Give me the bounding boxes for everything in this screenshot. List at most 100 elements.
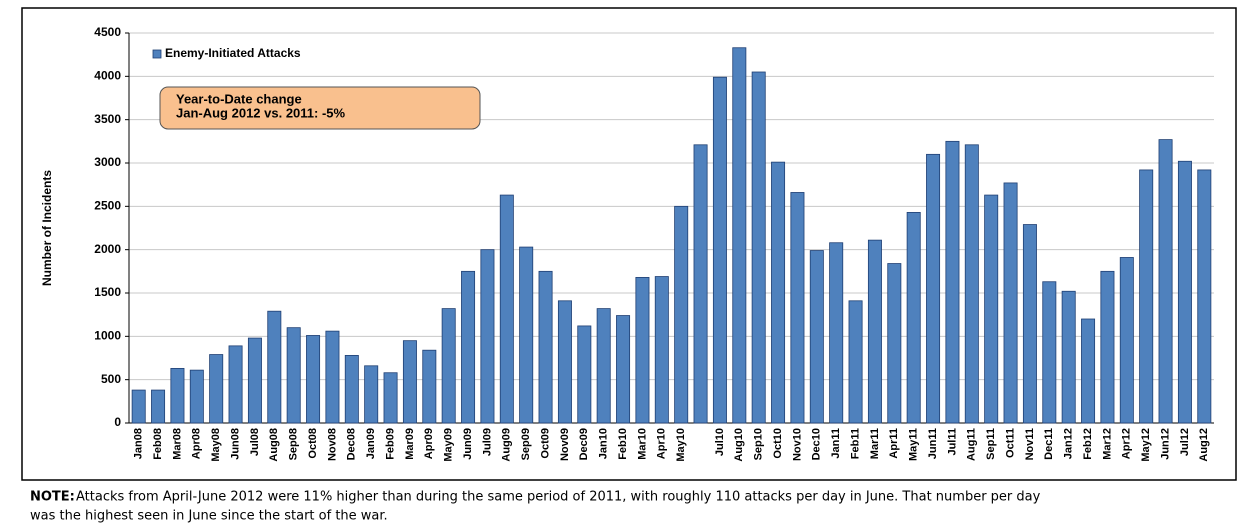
x-tick-label: Aug10: [733, 428, 745, 462]
bar: [538, 270, 553, 424]
bar: [499, 194, 514, 424]
bar: [461, 270, 476, 424]
bar: [247, 337, 262, 424]
bar: [441, 308, 456, 424]
x-tick-label: Oct11: [1004, 428, 1016, 458]
x-tick-label: Nov09: [559, 428, 571, 461]
x-tick-label: Feb12: [1082, 428, 1094, 460]
bar: [790, 192, 805, 424]
bar: [364, 365, 379, 424]
x-tick-label: Mar09: [404, 428, 416, 460]
x-tick-label: Aug08: [268, 428, 280, 462]
bar: [1158, 139, 1173, 424]
x-tick-label: Jul09: [481, 428, 493, 456]
bar: [945, 140, 960, 424]
y-tick-label: 3000: [94, 155, 121, 169]
y-tick-label: 1000: [94, 329, 121, 343]
bar: [887, 263, 902, 424]
y-tick-label: 0: [114, 415, 121, 429]
bar: [751, 71, 766, 424]
bar: [1081, 318, 1096, 424]
bar: [596, 308, 611, 424]
note-label: NOTE:: [30, 490, 75, 505]
x-tick-label: Feb09: [384, 428, 396, 460]
y-axis-label: Number of Incidents: [40, 170, 54, 286]
bar: [577, 325, 592, 424]
legend-swatch: [152, 49, 162, 59]
annotation-text: Jan-Aug 2012 vs. 2011: -5%: [176, 105, 346, 120]
x-tick-label: Apr12: [1121, 428, 1133, 459]
x-tick-label: Sep09: [520, 428, 532, 460]
x-tick-label: Feb11: [849, 428, 861, 459]
bar: [480, 249, 495, 424]
x-tick-label: Jul12: [1179, 428, 1191, 456]
x-tick-label: Aug09: [501, 428, 513, 462]
x-tick-label: Sep11: [985, 428, 997, 460]
note-text: Attacks from April-June 2012 were 11% hi…: [76, 490, 1041, 505]
x-tick-label: Jan09: [365, 428, 377, 459]
y-tick-label: 3500: [94, 112, 121, 126]
bar: [732, 47, 747, 424]
x-tick-label: Mar11: [869, 428, 881, 459]
y-tick-label: 1500: [94, 285, 121, 299]
x-tick-label: Sep10: [753, 428, 765, 460]
bar: [926, 153, 941, 424]
y-tick-label: 4500: [94, 25, 121, 39]
x-tick-label: Jun12: [1159, 428, 1171, 460]
annotation-text: Year-to-Date change: [176, 91, 302, 106]
bar: [267, 310, 282, 424]
legend-label: Enemy-Initiated Attacks: [165, 46, 301, 60]
y-tick-label: 500: [101, 372, 121, 386]
x-tick-label: Mar10: [636, 428, 648, 460]
x-tick-label: Oct10: [772, 428, 784, 459]
x-tick-label: Jul11: [946, 428, 958, 456]
x-tick-label: Dec10: [811, 428, 823, 460]
x-tick-label: Aug11: [966, 428, 978, 461]
bar: [906, 211, 921, 424]
x-tick-label: May12: [1140, 428, 1152, 462]
x-tick-label: Jul08: [249, 428, 261, 456]
bar: [1119, 257, 1134, 424]
x-tick-label: May11: [908, 428, 920, 461]
bar: [209, 354, 224, 424]
bar: [654, 276, 669, 424]
x-tick-label: Nov11: [1024, 428, 1036, 460]
x-tick-label: Jun08: [229, 428, 241, 460]
annotation-box: [159, 86, 481, 130]
bar: [829, 242, 844, 424]
bar: [674, 205, 689, 424]
bar: [867, 239, 882, 424]
bar: [1139, 169, 1154, 424]
bar: [131, 389, 146, 424]
x-tick-label: Oct09: [539, 428, 551, 459]
x-tick-label: Dec11: [1043, 428, 1055, 460]
bar: [151, 389, 166, 424]
y-tick-label: 4000: [94, 69, 121, 83]
bar: [964, 144, 979, 424]
bar: [616, 315, 631, 424]
bar: [189, 369, 204, 424]
x-tick-label: Jan10: [598, 428, 610, 459]
x-tick-label: Nov10: [791, 428, 803, 461]
x-tick-label: Jul10: [714, 428, 726, 456]
y-tick-label: 2000: [94, 242, 121, 256]
x-tick-label: Dec09: [578, 428, 590, 460]
x-tick-label: Mar12: [1101, 428, 1113, 460]
bar: [771, 161, 786, 424]
x-tick-label: Mar08: [171, 428, 183, 460]
bar: [809, 250, 824, 424]
x-tick-label: Dec08: [346, 428, 358, 460]
note-text: was the highest seen in June since the s…: [30, 509, 388, 524]
bar: [344, 354, 359, 424]
x-tick-label: Oct08: [307, 428, 319, 459]
bar: [1022, 224, 1037, 424]
bar: [557, 300, 572, 424]
bar: [286, 327, 301, 424]
bar: [325, 330, 340, 424]
bar: [402, 340, 417, 424]
x-tick-label: Jun09: [462, 428, 474, 460]
bar: [1061, 290, 1076, 424]
bar: [1177, 160, 1192, 424]
x-tick-label: Nov08: [326, 428, 338, 461]
